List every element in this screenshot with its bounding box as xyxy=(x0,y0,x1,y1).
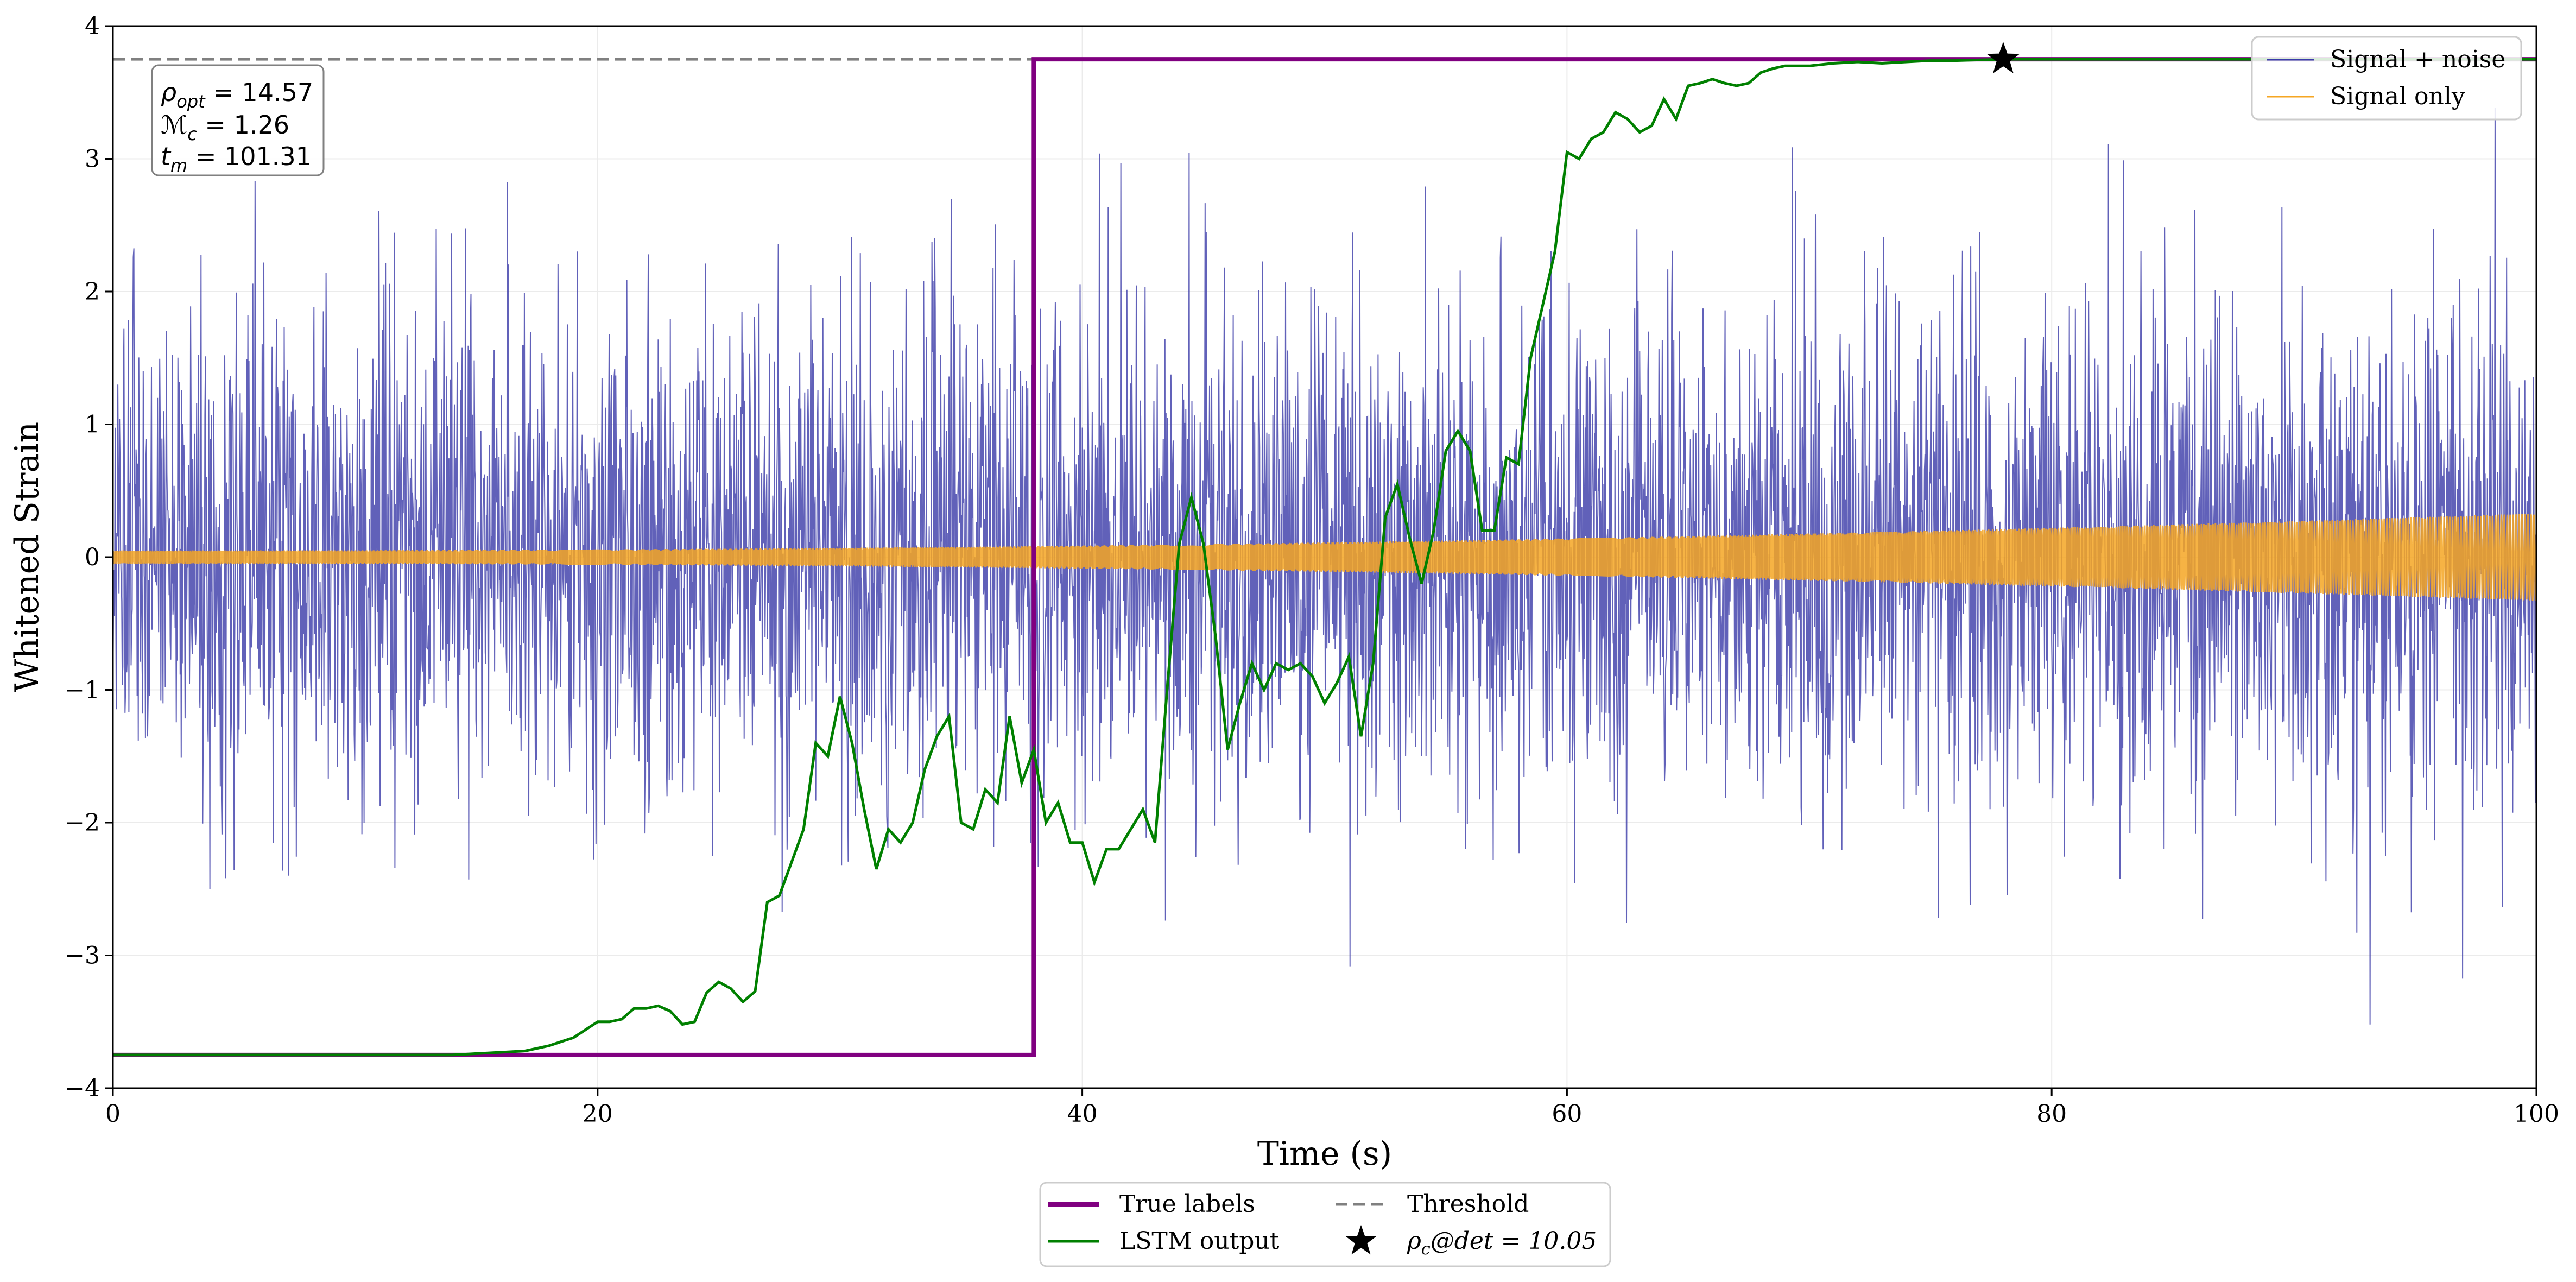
y-tick-label: 4 xyxy=(85,12,100,40)
info-chirp-mass: ℳc = 1.26 xyxy=(161,110,289,144)
info-box-frame xyxy=(151,64,325,176)
legend-label-detection: ρc@det = 10.05 xyxy=(1407,1227,1597,1259)
legend-upper-frame xyxy=(2251,36,2522,121)
info-box: ρopt = 14.57 ℳc = 1.26 tm = 101.31 xyxy=(151,64,325,176)
plot-area xyxy=(113,42,2536,1057)
y-tick-label: 0 xyxy=(85,544,100,571)
x-tick-label: 0 xyxy=(105,1100,121,1128)
y-tick-label: −2 xyxy=(65,809,100,837)
series-true-labels xyxy=(113,57,2536,1057)
legend-swatch-detection-star xyxy=(1345,1225,1377,1255)
x-tick-label: 100 xyxy=(2514,1100,2559,1128)
y-axis-ticks: −4 −3 −2 −1 0 1 2 3 4 xyxy=(65,12,113,1102)
y-tick-label: −4 xyxy=(65,1075,100,1102)
x-tick-label: 20 xyxy=(583,1100,613,1128)
y-tick-label: 1 xyxy=(85,411,100,439)
detection-star-marker xyxy=(1986,42,2020,73)
legend-lower: True labels Threshold LSTM output ρc@det… xyxy=(1039,1182,1611,1267)
y-tick-label: −1 xyxy=(65,677,100,704)
series-signal-only xyxy=(113,513,2536,602)
legend-lower-frame xyxy=(1039,1182,1611,1267)
legend-label-true-labels: True labels xyxy=(1119,1190,1255,1218)
y-tick-label: −3 xyxy=(65,942,100,970)
y-axis-title: Whitened Strain xyxy=(8,422,46,692)
x-tick-label: 60 xyxy=(1552,1100,1582,1128)
x-axis-title: Time (s) xyxy=(1257,1135,1392,1173)
legend-label-signal-noise: Signal + noise xyxy=(2330,46,2505,73)
legend-label-lstm: LSTM output xyxy=(1119,1227,1280,1255)
x-tick-label: 80 xyxy=(2036,1100,2067,1128)
y-tick-label: 3 xyxy=(85,146,100,173)
legend-upper: Signal + noise Signal only xyxy=(2251,36,2522,121)
x-tick-label: 40 xyxy=(1067,1100,1098,1128)
x-axis-ticks: 0 20 40 60 80 100 xyxy=(105,1088,2559,1128)
info-rho-opt: ρopt = 14.57 xyxy=(161,78,313,112)
y-tick-label: 2 xyxy=(85,278,100,306)
series-signal-plus-noise xyxy=(113,108,2536,1025)
info-merger-time: tm = 101.31 xyxy=(161,142,312,176)
series-lstm-output xyxy=(113,58,2536,1057)
legend-label-signal-only: Signal only xyxy=(2330,83,2465,110)
legend-label-threshold: Threshold xyxy=(1407,1190,1529,1218)
